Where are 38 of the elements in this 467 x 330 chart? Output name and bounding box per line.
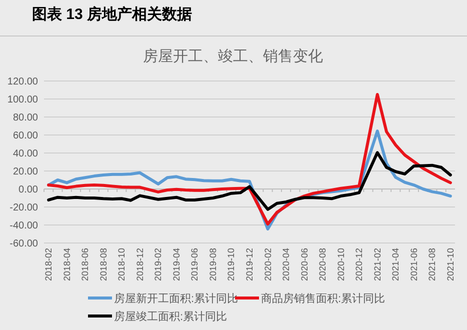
x-tick-label: 2018-10 bbox=[116, 248, 127, 282]
x-tick-label: 2020-08 bbox=[318, 248, 328, 282]
y-tick-label: 40.00 bbox=[12, 148, 38, 160]
x-tick-label: 2019-02 bbox=[153, 248, 164, 282]
legend-label: 房屋竣工面积:累计同比 bbox=[114, 310, 228, 323]
y-tick-label: 80.00 bbox=[12, 112, 38, 124]
y-tick-label: 0.00 bbox=[18, 184, 38, 196]
chart-subtitle: 房屋开工、竣工、销售变化 bbox=[143, 48, 323, 65]
x-tick-label: 2020-04 bbox=[281, 248, 292, 282]
y-tick-label: 20.00 bbox=[12, 166, 38, 178]
x-tick-label: 2018-12 bbox=[134, 248, 145, 282]
y-tick-label: 100.00 bbox=[7, 94, 38, 106]
x-tick-label: 2021-10 bbox=[445, 248, 456, 282]
x-tick-label: 2018-08 bbox=[98, 248, 108, 282]
y-tick-label: -40.00 bbox=[10, 220, 38, 232]
x-tick-label: 2019-06 bbox=[190, 248, 200, 282]
legend-label: 房屋新开工面积:累计同比 bbox=[114, 292, 238, 305]
x-tick-label: 2019-04 bbox=[171, 248, 182, 282]
x-tick-label: 2021-06 bbox=[408, 248, 419, 282]
y-tick-label: -20.00 bbox=[10, 202, 38, 214]
x-tick-label: 2020-12 bbox=[354, 248, 364, 282]
x-tick-label: 2019-08 bbox=[208, 248, 218, 282]
x-tick-label: 2019-10 bbox=[226, 248, 236, 282]
x-tick-label: 2018-04 bbox=[62, 248, 72, 282]
x-tick-label: 2021-04 bbox=[390, 248, 401, 282]
x-tick-label: 2018-06 bbox=[80, 248, 90, 282]
x-tick-label: 2018-02 bbox=[44, 248, 54, 282]
x-tick-label: 2020-10 bbox=[336, 248, 346, 282]
x-tick-label: 2021-08 bbox=[427, 248, 438, 282]
x-tick-label: 2020-06 bbox=[299, 248, 310, 282]
x-tick-label: 2019-12 bbox=[244, 248, 254, 282]
y-tick-label: -60.00 bbox=[10, 238, 38, 250]
chart-title: 图表 13 房地产相关数据 bbox=[32, 5, 192, 23]
x-tick-label: 2020-02 bbox=[262, 248, 273, 282]
y-tick-label: 120.00 bbox=[7, 76, 38, 88]
y-tick-label: 60.00 bbox=[12, 130, 38, 142]
legend-label: 商品房销售面积:累计同比 bbox=[261, 292, 386, 305]
x-tick-label: 2021-02 bbox=[372, 248, 382, 282]
